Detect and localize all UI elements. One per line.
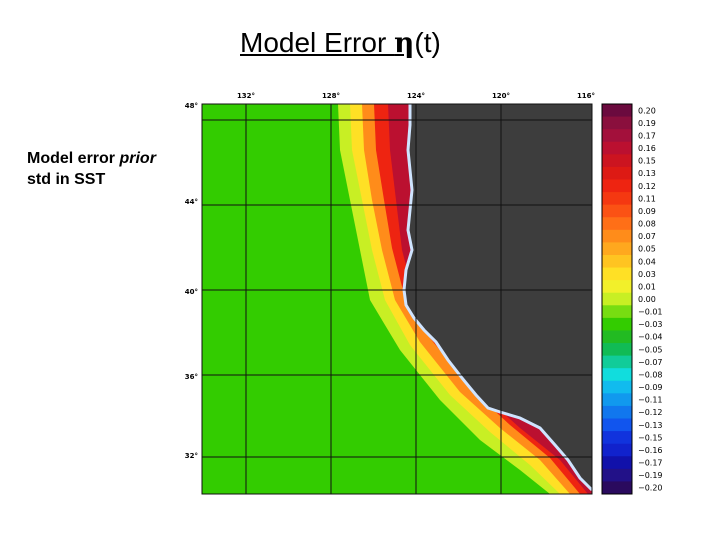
colorbar: 0.20 0.19 0.17 0.16 0.15 0.13 0.12 0.11 0.09 0.08… [601,103,663,495]
colorbar-label: 0.09 [638,207,656,216]
colorbar-label: 0.04 [638,257,656,266]
colorbar-label: −0.03 [638,320,663,329]
colorbar-swatch [602,380,632,394]
colorbar-label: 0.00 [638,295,656,304]
colorbar-label: 0.20 [638,106,656,115]
lon-label-128: 128° [322,92,340,100]
colorbar-label: 0.16 [638,144,656,153]
colorbar-swatch [602,405,632,420]
colorbar-label: −0.17 [638,459,663,468]
colorbar-label: −0.08 [638,370,663,379]
colorbar-swatch [602,229,632,243]
colorbar-swatch [602,305,632,319]
map-gridlines [202,104,592,494]
lon-label-120: 120° [492,92,510,100]
colorbar-swatch [602,443,632,457]
colorbar-label: −0.09 [638,383,663,392]
colorbar-swatch [602,317,632,331]
colorbar-swatch [602,242,632,256]
colorbar-label: 0.08 [638,220,656,229]
colorbar-label: 0.17 [638,131,656,140]
colorbar-label: 0.15 [638,157,656,166]
colorbar-swatch [602,217,632,231]
colorbar-label: 0.03 [638,270,656,279]
colorbar-label: −0.07 [638,358,663,367]
colorbar-label: 0.19 [638,119,656,128]
lon-label-116: 116° [577,92,595,100]
colorbar-swatch [602,267,632,281]
colorbar-label: 0.05 [638,245,656,254]
colorbar-swatch [602,418,632,432]
colorbar-swatch [602,355,632,369]
colorbar-frame [601,103,633,495]
colorbar-swatch [602,254,632,269]
colorbar-label: −0.16 [638,446,663,455]
colorbar-swatch [602,192,632,206]
lon-label-124: 124° [407,92,425,100]
colorbar-label: 0.12 [638,182,656,191]
colorbar-label: 0.07 [638,232,656,241]
colorbar-swatch [602,154,632,168]
colorbar-swatch [602,116,632,130]
lat-label-36: 36° [185,373,198,381]
colorbar-label: −0.11 [638,396,663,405]
title-text: Model Error [240,27,395,58]
side-note-text: Model error [27,150,120,167]
colorbar-label: −0.05 [638,345,663,354]
lon-label-132: 132° [237,92,255,100]
colorbar-label: 0.01 [638,282,656,291]
colorbar-label: −0.12 [638,408,663,417]
lat-label-32: 32° [185,452,198,460]
colorbar-swatch [602,330,632,344]
colorbar-swatch [602,204,632,218]
colorbar-label: −0.13 [638,421,663,430]
colorbar-swatch [602,343,632,357]
colorbar-swatch [602,468,632,482]
colorbar-swatch [602,481,632,495]
land-area [404,104,592,490]
colorbar-swatch [602,280,632,294]
colorbar-swatch [602,456,632,470]
lat-label-44: 44° [185,198,198,206]
side-note-italic: prior [119,150,156,167]
colorbar-swatch [602,368,632,382]
side-note-line2: std in SST [27,171,106,188]
colorbar-label: −0.20 [638,484,663,493]
side-note: Model error prior std in SST [27,148,187,190]
slide-title: Model Error η(t) [240,26,490,66]
colorbar-swatch [602,104,632,118]
colorbar-label: −0.19 [638,471,663,480]
colorbar-label: −0.15 [638,433,663,442]
colorbar-label: 0.13 [638,169,656,178]
map-frame [201,103,593,495]
lat-label-48: 48° [185,102,198,110]
colorbar-swatch [602,141,632,155]
title-eta-symbol: η [394,26,415,59]
colorbar-swatch [602,431,632,445]
colorbar-swatch [602,393,632,407]
colorbar-swatch [602,166,632,180]
colorbar-label: −0.04 [638,333,663,342]
title-suffix: (t) [414,27,441,58]
lat-label-40: 40° [185,288,198,296]
colorbar-swatch [602,292,632,306]
colorbar-label: 0.11 [638,194,656,203]
colorbar-swatch [602,179,632,193]
coastline [402,104,594,492]
colorbar-label: −0.01 [638,308,663,317]
colorbar-swatch [602,129,632,143]
